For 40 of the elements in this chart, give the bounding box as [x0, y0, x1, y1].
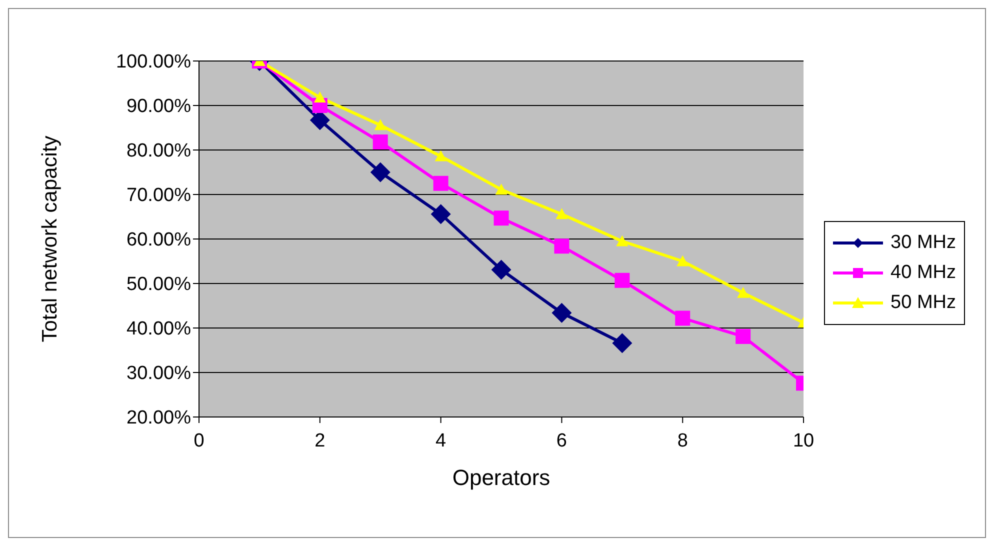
point — [616, 235, 628, 246]
point — [491, 260, 512, 280]
point — [552, 302, 572, 323]
y-axis-title: Total network capacity — [38, 135, 62, 342]
point — [434, 150, 447, 162]
point — [495, 184, 508, 195]
point — [614, 272, 630, 288]
point — [372, 134, 388, 150]
x-tick-label: 8 — [677, 430, 688, 452]
legend-label: 30 MHz — [890, 232, 956, 254]
y-tick-label: 100.00% — [116, 52, 192, 73]
y-tick-label: 60.00% — [126, 230, 192, 251]
point — [556, 208, 568, 220]
point — [494, 210, 509, 226]
legend-label: 50 MHz — [890, 292, 956, 314]
x-tick-label: 10 — [792, 430, 814, 452]
y-tick-label: 50.00% — [126, 274, 192, 296]
point — [430, 204, 451, 224]
y-tick-label: 20.00% — [126, 408, 192, 429]
y-tick-label: 30.00% — [126, 363, 192, 384]
point — [314, 91, 326, 102]
point — [612, 333, 632, 354]
point — [374, 119, 386, 130]
x-tick-label: 0 — [194, 430, 204, 452]
point — [737, 286, 750, 298]
point — [736, 328, 751, 344]
y-tick-label: 90.00% — [126, 96, 192, 118]
point — [433, 176, 448, 191]
y-tick-label: 70.00% — [126, 185, 192, 206]
x-tick-label: 2 — [314, 430, 326, 452]
point — [554, 238, 570, 254]
legend-label: 40 MHz — [890, 262, 956, 284]
point — [370, 162, 390, 182]
x-tick-label: 6 — [556, 430, 568, 452]
y-tick-label: 80.00% — [126, 140, 192, 162]
y-tick-label: 40.00% — [126, 318, 192, 340]
point — [675, 310, 690, 326]
x-axis-title: Operators — [452, 465, 550, 490]
point — [676, 255, 689, 266]
x-tick-label: 4 — [436, 430, 447, 452]
